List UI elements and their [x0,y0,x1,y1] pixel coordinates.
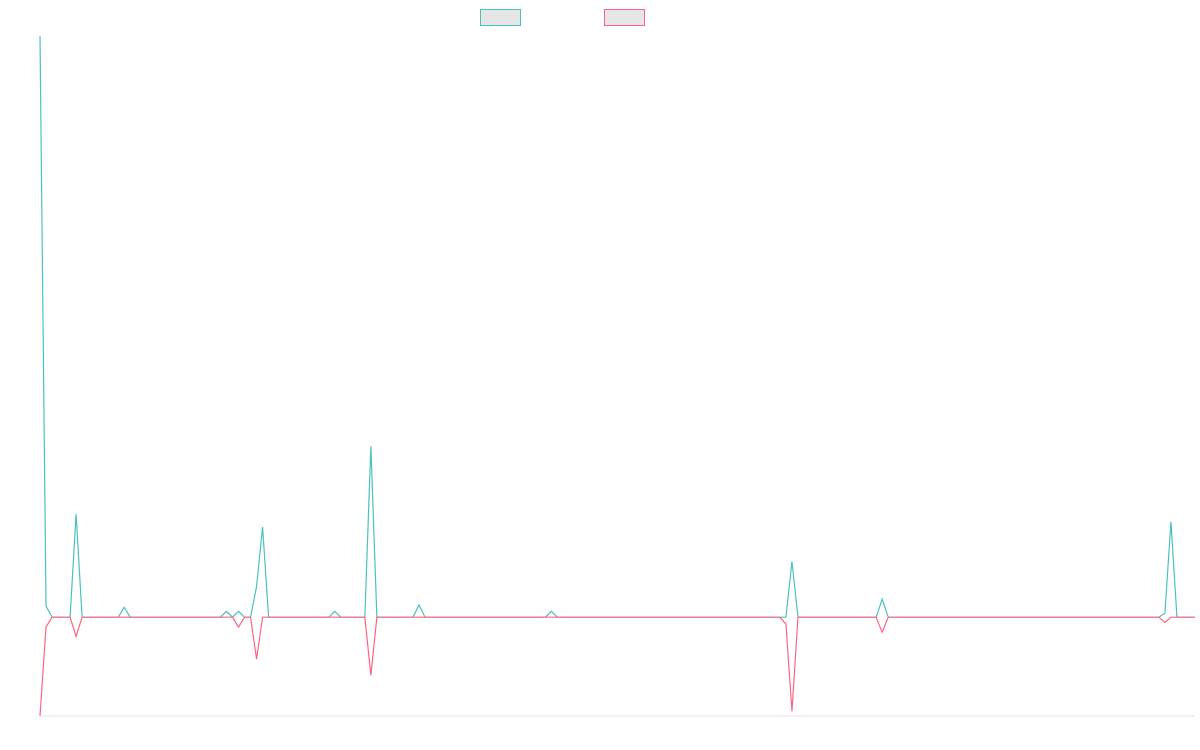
legend-swatch [604,9,645,26]
series-line [39,616,1195,717]
series-line [39,35,1195,619]
legend-swatch [480,9,521,26]
